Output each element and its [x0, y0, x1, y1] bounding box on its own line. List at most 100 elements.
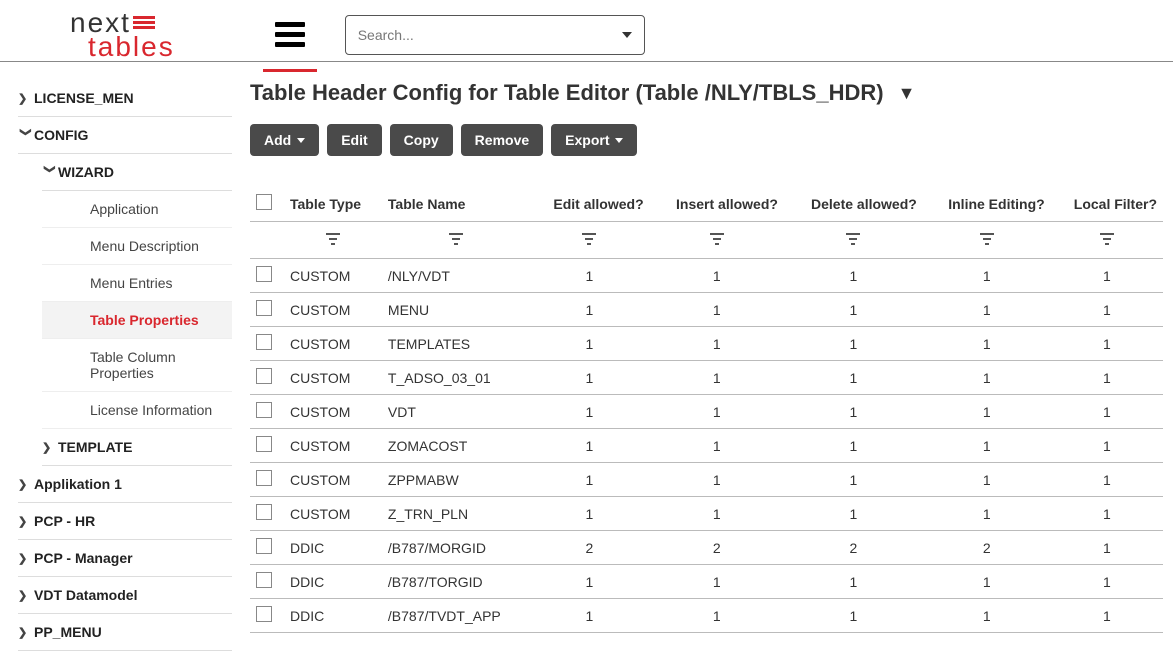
- row-checkbox[interactable]: [256, 572, 272, 588]
- col-table-name[interactable]: Table Name: [382, 186, 529, 222]
- cell: 1: [529, 259, 650, 293]
- cell: MENU: [382, 293, 529, 327]
- caret-down-icon: [297, 138, 305, 143]
- cell: 1: [923, 463, 1051, 497]
- search-select[interactable]: Search...: [345, 15, 645, 55]
- cell: 1: [784, 497, 923, 531]
- row-checkbox[interactable]: [256, 300, 272, 316]
- sidebar-item-template[interactable]: ❯TEMPLATE: [42, 429, 232, 466]
- chevron-right-icon: ❯: [18, 552, 34, 565]
- cell: 1: [784, 361, 923, 395]
- table-row[interactable]: CUSTOM/NLY/VDT11111: [250, 259, 1163, 293]
- cell: Z_TRN_PLN: [382, 497, 529, 531]
- filter-icon[interactable]: [582, 233, 596, 245]
- copy-button[interactable]: Copy: [390, 124, 453, 156]
- table-row[interactable]: DDIC/B787/MORGID22221: [250, 531, 1163, 565]
- add-button[interactable]: Add: [250, 124, 319, 156]
- table-row[interactable]: CUSTOMVDT11111: [250, 395, 1163, 429]
- row-checkbox[interactable]: [256, 606, 272, 622]
- row-checkbox[interactable]: [256, 436, 272, 452]
- sidebar-item-wizard[interactable]: ❯WIZARD: [42, 154, 232, 191]
- filter-icon[interactable]: [846, 233, 860, 245]
- cell: 1: [923, 565, 1051, 599]
- chevron-right-icon: ❯: [18, 515, 34, 528]
- row-checkbox[interactable]: [256, 402, 272, 418]
- data-table: Table Type Table Name Edit allowed? Inse…: [250, 186, 1163, 633]
- filter-icon[interactable]: [449, 233, 463, 245]
- cell: CUSTOM: [284, 293, 382, 327]
- cell: 2: [923, 531, 1051, 565]
- sidebar-leaf-menu-entries[interactable]: Menu Entries: [42, 265, 232, 302]
- table-row[interactable]: CUSTOMT_ADSO_03_0111111: [250, 361, 1163, 395]
- button-label: Add: [264, 132, 291, 148]
- chevron-down-icon: ❯: [20, 127, 33, 143]
- sidebar-leaf-menu-description[interactable]: Menu Description: [42, 228, 232, 265]
- cell: 1: [650, 259, 784, 293]
- toolbar: Add Edit Copy Remove Export: [250, 124, 1163, 156]
- logo-line2: tables: [70, 35, 175, 59]
- select-all-checkbox[interactable]: [256, 194, 272, 210]
- table-row[interactable]: CUSTOMTEMPLATES11111: [250, 327, 1163, 361]
- chevron-right-icon: ❯: [18, 626, 34, 639]
- col-delete-allowed[interactable]: Delete allowed?: [784, 186, 923, 222]
- row-checkbox[interactable]: [256, 368, 272, 384]
- filter-icon[interactable]: [1100, 233, 1114, 245]
- row-checkbox[interactable]: [256, 266, 272, 282]
- sidebar-leaf-application[interactable]: Application: [42, 191, 232, 228]
- cell: 1: [923, 327, 1051, 361]
- col-table-type[interactable]: Table Type: [284, 186, 382, 222]
- sidebar-item-pcp-hr[interactable]: ❯PCP - HR: [18, 503, 232, 540]
- cell: CUSTOM: [284, 497, 382, 531]
- sidebar-leaf-table-properties[interactable]: Table Properties: [42, 302, 232, 339]
- cell: 2: [650, 531, 784, 565]
- sidebar-item-label: CONFIG: [34, 127, 88, 143]
- filter-toggle-icon[interactable]: ▼: [898, 83, 916, 104]
- sidebar-item-applikation-1[interactable]: ❯Applikation 1: [18, 466, 232, 503]
- sidebar-leaf-license-information[interactable]: License Information: [42, 392, 232, 429]
- sidebar-item-label: PP_MENU: [34, 624, 102, 640]
- sidebar-item-label: WIZARD: [58, 164, 114, 180]
- edit-button[interactable]: Edit: [327, 124, 381, 156]
- cell: CUSTOM: [284, 463, 382, 497]
- sidebar-item-pcp-manager[interactable]: ❯PCP - Manager: [18, 540, 232, 577]
- sidebar-item-label: PCP - Manager: [34, 550, 133, 566]
- remove-button[interactable]: Remove: [461, 124, 543, 156]
- cell: ZPPMABW: [382, 463, 529, 497]
- cell: 1: [529, 497, 650, 531]
- table-row[interactable]: DDIC/B787/TORGID11111: [250, 565, 1163, 599]
- row-checkbox[interactable]: [256, 538, 272, 554]
- export-button[interactable]: Export: [551, 124, 637, 156]
- col-inline-editing[interactable]: Inline Editing?: [923, 186, 1051, 222]
- filter-icon[interactable]: [710, 233, 724, 245]
- row-checkbox[interactable]: [256, 504, 272, 520]
- cell: DDIC: [284, 531, 382, 565]
- page-title-text: Table Header Config for Table Editor (Ta…: [250, 80, 884, 106]
- col-insert-allowed[interactable]: Insert allowed?: [650, 186, 784, 222]
- sidebar-item-config[interactable]: ❯CONFIG: [18, 117, 232, 154]
- cell: 1: [529, 293, 650, 327]
- hamburger-menu-button[interactable]: [275, 17, 305, 52]
- sidebar-item-label: Applikation 1: [34, 476, 122, 492]
- filter-icon[interactable]: [980, 233, 994, 245]
- table-row[interactable]: CUSTOMMENU11111: [250, 293, 1163, 327]
- row-checkbox[interactable]: [256, 334, 272, 350]
- row-checkbox[interactable]: [256, 470, 272, 486]
- app-header: next tables Search...: [0, 0, 1173, 62]
- sidebar-item-vdt-datamodel[interactable]: ❯VDT Datamodel: [18, 577, 232, 614]
- cell: CUSTOM: [284, 361, 382, 395]
- table-row[interactable]: CUSTOMZOMACOST11111: [250, 429, 1163, 463]
- table-row[interactable]: CUSTOMZPPMABW11111: [250, 463, 1163, 497]
- filter-icon[interactable]: [326, 233, 340, 245]
- table-row[interactable]: CUSTOMZ_TRN_PLN11111: [250, 497, 1163, 531]
- sidebar: ❯LICENSE_MEN ❯CONFIG ❯WIZARD Application…: [0, 62, 232, 651]
- cell: CUSTOM: [284, 327, 382, 361]
- sidebar-item-pp-menu[interactable]: ❯PP_MENU: [18, 614, 232, 651]
- cell: 1: [1051, 531, 1163, 565]
- col-local-filter[interactable]: Local Filter?: [1051, 186, 1163, 222]
- cell: VDT: [382, 395, 529, 429]
- cell: 1: [650, 361, 784, 395]
- sidebar-item-license-men[interactable]: ❯LICENSE_MEN: [18, 80, 232, 117]
- cell: 1: [529, 565, 650, 599]
- col-edit-allowed[interactable]: Edit allowed?: [529, 186, 650, 222]
- sidebar-leaf-table-column-properties[interactable]: Table Column Properties: [42, 339, 232, 392]
